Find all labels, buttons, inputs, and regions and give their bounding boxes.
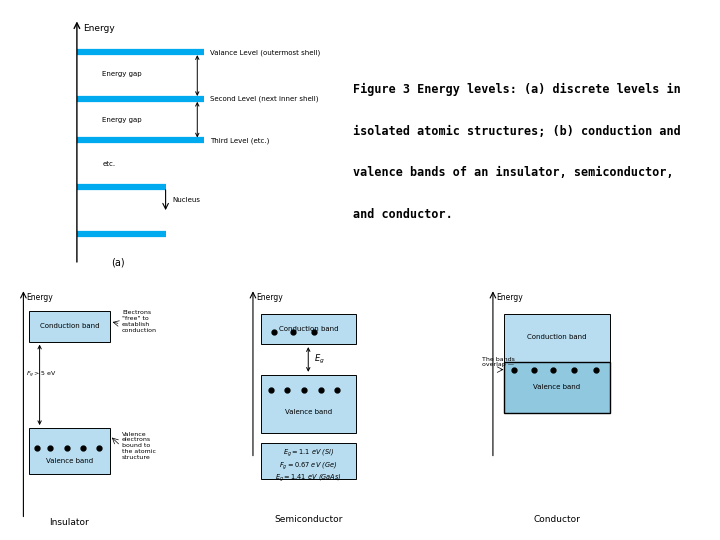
Text: $F_g > 5$ eV: $F_g > 5$ eV xyxy=(26,369,56,380)
Bar xyxy=(503,362,610,413)
Text: Second Level (next inner shell): Second Level (next inner shell) xyxy=(210,96,318,102)
Text: Valence
electrons
bound to
the atomic
structure: Valence electrons bound to the atomic st… xyxy=(122,431,156,460)
Text: Energy gap: Energy gap xyxy=(102,117,142,123)
Text: Conduction band: Conduction band xyxy=(40,323,99,329)
Text: Valence band: Valence band xyxy=(46,458,93,464)
Text: Energy: Energy xyxy=(84,24,115,33)
Text: Conduction band: Conduction band xyxy=(527,334,587,340)
Text: Conduction band: Conduction band xyxy=(279,326,338,332)
Text: Energy gap: Energy gap xyxy=(102,71,142,77)
Bar xyxy=(29,311,109,342)
Text: isolated atomic structures; (b) conduction and: isolated atomic structures; (b) conducti… xyxy=(354,125,681,138)
Text: $E_g$: $E_g$ xyxy=(315,353,325,366)
Text: Third Level (etc.): Third Level (etc.) xyxy=(210,137,269,144)
Text: Electrons
"free" to
establish
conduction: Electrons "free" to establish conduction xyxy=(122,310,157,333)
Text: etc.: etc. xyxy=(102,161,115,167)
Text: Figure 3 Energy levels: (a) discrete levels in: Figure 3 Energy levels: (a) discrete lev… xyxy=(354,83,681,97)
Text: $E_g = 1.1$ eV (Si): $E_g = 1.1$ eV (Si) xyxy=(282,448,334,459)
Text: valence bands of an insulator, semiconductor,: valence bands of an insulator, semicondu… xyxy=(354,166,674,179)
Bar xyxy=(29,428,109,474)
Text: (a): (a) xyxy=(112,258,125,267)
Bar xyxy=(261,375,356,433)
Text: Energy: Energy xyxy=(26,294,53,302)
Bar xyxy=(503,314,610,377)
Text: Conductor: Conductor xyxy=(534,516,580,524)
Text: $F_g = 0.67$ eV (Ge): $F_g = 0.67$ eV (Ge) xyxy=(279,461,338,472)
Text: Nucleus: Nucleus xyxy=(172,197,200,203)
Text: The bands
overlap —: The bands overlap — xyxy=(482,356,516,367)
Text: $E_g = 1.41$ eV (GaAs): $E_g = 1.41$ eV (GaAs) xyxy=(275,473,341,484)
Text: Energy: Energy xyxy=(256,294,283,302)
Text: Insulator: Insulator xyxy=(50,518,89,527)
Text: and conductor.: and conductor. xyxy=(354,208,453,221)
Text: Valence band: Valence band xyxy=(284,408,332,415)
Text: Valence band: Valence band xyxy=(534,384,580,390)
Text: Semiconductor: Semiconductor xyxy=(274,516,343,524)
Text: Valance Level (outermost shell): Valance Level (outermost shell) xyxy=(210,49,320,56)
Bar xyxy=(261,443,356,479)
Bar xyxy=(261,314,356,345)
Text: Energy: Energy xyxy=(497,294,523,302)
